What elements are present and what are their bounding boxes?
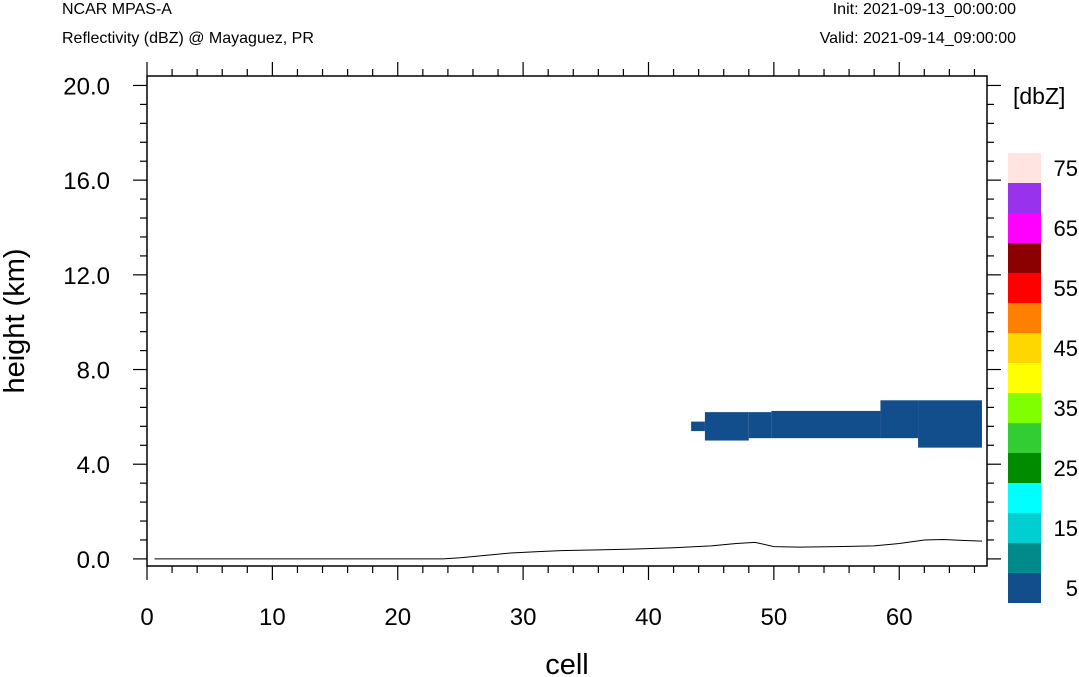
colorbar-swatch (1008, 153, 1041, 183)
colorbar-swatch (1008, 423, 1041, 453)
colorbar-swatch (1008, 573, 1041, 603)
x-tick-labels: 0 10 20 30 40 50 60 (140, 604, 912, 631)
colorbar-tick-label: 65 (1054, 216, 1078, 241)
x-tick-label: 60 (886, 604, 913, 631)
colorbar-swatch (1008, 363, 1041, 393)
colorbar-tick-label: 25 (1054, 456, 1078, 481)
y-tick-label: 0.0 (77, 547, 110, 574)
axis-ticks (133, 62, 1001, 580)
y-tick-label: 4.0 (77, 452, 110, 479)
y-tick-labels: 0.0 4.0 8.0 12.0 16.0 20.0 (63, 73, 110, 573)
colorbar-swatch (1008, 393, 1041, 423)
colorbar-tick-label: 45 (1054, 336, 1078, 361)
x-tick-label: 50 (761, 604, 788, 631)
x-axis-label: cell (545, 649, 589, 677)
colorbar-swatch (1008, 303, 1041, 333)
terrain-polyline (154, 538, 983, 560)
x-tick-label: 40 (635, 604, 662, 631)
y-tick-label: 16.0 (63, 168, 110, 195)
colorbar-tick-label: 75 (1054, 156, 1078, 181)
x-tick-label: 0 (140, 604, 153, 631)
reflectivity-region (880, 400, 919, 439)
terrain-line (154, 538, 983, 560)
valid-time: Valid: 2021-09-14_09:00:00 (819, 30, 1016, 47)
colorbar-tick-labels: 5 15 25 35 45 55 65 75 (1054, 156, 1078, 601)
colorbar-swatch (1008, 333, 1041, 363)
x-tick-label: 30 (510, 604, 537, 631)
colorbar-label: [dbZ] (1013, 83, 1065, 109)
colorbar (1008, 153, 1041, 603)
colorbar-swatch (1008, 183, 1041, 213)
reflectivity-region (691, 421, 705, 432)
y-tick-label: 12.0 (63, 263, 110, 290)
colorbar-swatch (1008, 513, 1041, 543)
field-subtitle: Reflectivity (dBZ) @ Mayaguez, PR (62, 30, 314, 47)
y-tick-label: 20.0 (63, 73, 110, 100)
reflectivity-regions (691, 400, 982, 448)
x-tick-label: 10 (259, 604, 286, 631)
colorbar-swatch (1008, 453, 1041, 483)
x-tick-label: 20 (384, 604, 411, 631)
colorbar-tick-label: 55 (1054, 276, 1078, 301)
colorbar-tick-label: 35 (1054, 396, 1078, 421)
colorbar-tick-label: 5 (1066, 576, 1078, 601)
colorbar-swatch (1008, 483, 1041, 513)
colorbar-tick-label: 15 (1054, 516, 1078, 541)
reflectivity-region (704, 412, 749, 441)
reflectivity-region (918, 400, 982, 448)
y-axis-label: height (km) (0, 248, 31, 393)
colorbar-swatch (1008, 213, 1041, 243)
y-tick-label: 8.0 (77, 358, 110, 385)
reflectivity-region (771, 410, 881, 439)
colorbar-swatch (1008, 243, 1041, 273)
reflectivity-region (748, 412, 772, 439)
colorbar-swatch (1008, 273, 1041, 303)
model-title: NCAR MPAS-A (62, 1, 172, 18)
plot-frame (146, 75, 988, 567)
colorbar-swatch (1008, 543, 1041, 573)
init-time: Init: 2021-09-13_00:00:00 (832, 1, 1016, 18)
